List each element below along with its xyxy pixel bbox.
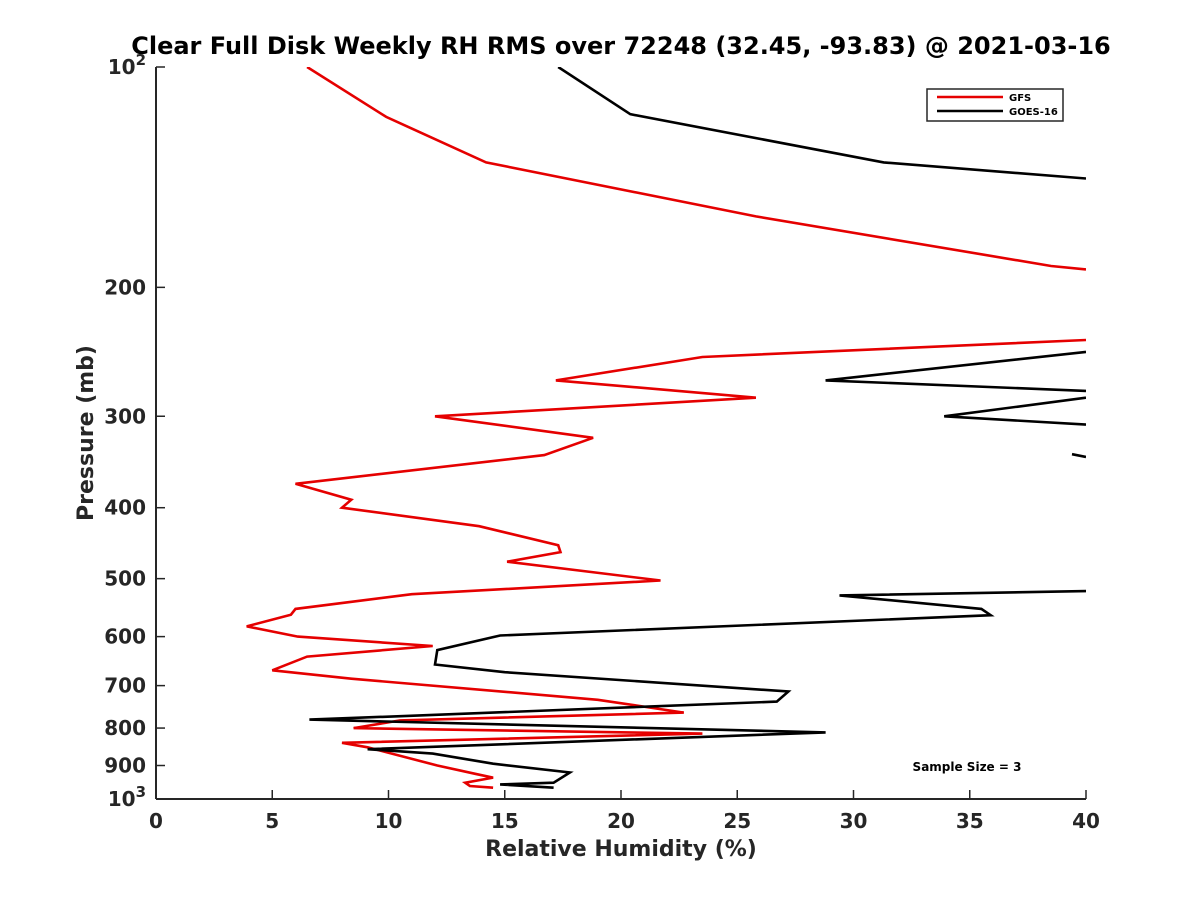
y-tick-label: 300 [104, 404, 146, 428]
sample-size-annotation: Sample Size = 3 [913, 760, 1022, 774]
x-ticks: 0 5 10 15 20 25 30 35 40 [149, 790, 1100, 833]
x-tick-label: 25 [723, 809, 751, 833]
y-tick-label: 400 [104, 496, 146, 520]
series-line-goes-16 [557, 67, 1086, 180]
axes [155, 67, 1086, 800]
legend: GFS GOES-16 [926, 88, 1064, 122]
series-layer [246, 67, 1086, 789]
x-tick-label: 20 [607, 809, 635, 833]
series-line-goes-16 [825, 350, 1086, 393]
y-tick-label: 103 [108, 783, 146, 811]
x-tick-label: 0 [149, 809, 163, 833]
x-tick-label: 5 [265, 809, 279, 833]
legend-box [926, 88, 1064, 122]
series-line-goes-16 [309, 589, 1086, 789]
y-axis-label: Pressure (mb) [74, 345, 99, 521]
series-line-gfs [246, 338, 1086, 789]
y-ticks: 102 200 300 400 500 600 700 800 900 103 [104, 51, 165, 811]
y-tick-label: 800 [104, 716, 146, 740]
x-tick-label: 35 [956, 809, 984, 833]
legend-label-gfs: GFS [1009, 93, 1031, 104]
series-line-gfs [306, 67, 1086, 271]
x-tick-label: 10 [375, 809, 403, 833]
y-tick-label: 900 [104, 754, 146, 778]
chart-title: Clear Full Disk Weekly RH RMS over 72248… [131, 32, 1111, 60]
y-tick-label: 500 [104, 567, 146, 591]
y-tick-label: 102 [108, 51, 146, 79]
series-line-goes-16 [1071, 452, 1086, 459]
x-tick-label: 40 [1072, 809, 1100, 833]
y-tick-label: 200 [104, 275, 146, 299]
x-axis-label: Relative Humidity (%) [485, 837, 757, 862]
legend-label-goes-16: GOES-16 [1009, 107, 1058, 118]
x-tick-label: 30 [840, 809, 868, 833]
x-tick-label: 15 [491, 809, 519, 833]
series-line-goes-16 [944, 396, 1086, 426]
y-tick-label: 600 [104, 625, 146, 649]
y-tick-label: 700 [104, 674, 146, 698]
